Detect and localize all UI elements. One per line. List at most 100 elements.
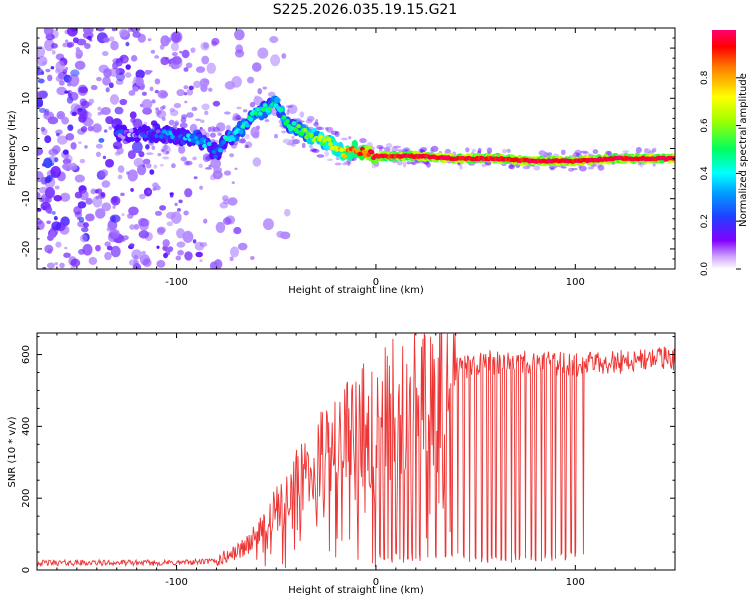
noise-blob (652, 162, 656, 167)
noise-blob (188, 85, 194, 91)
noise-blob (37, 192, 41, 200)
ridge-core (281, 114, 287, 120)
noise-blob (120, 192, 125, 197)
noise-blob (201, 55, 210, 65)
y-tick-label: -10 (21, 191, 32, 207)
noise-blob (110, 40, 119, 51)
noise-blob (257, 88, 263, 95)
spectrogram-y-label: Frequency (Hz) (7, 110, 18, 186)
ridge-core (218, 148, 223, 153)
noise-blob (88, 98, 95, 104)
noise-blob (44, 39, 55, 52)
noise-blob (66, 90, 70, 94)
noise-blob (334, 162, 342, 166)
noise-blob (121, 238, 126, 242)
noise-blob (170, 31, 181, 43)
noise-blob (103, 68, 112, 78)
noise-blob (359, 138, 367, 144)
noise-blob (154, 55, 160, 59)
noise-blob (67, 124, 74, 131)
noise-blob (234, 167, 238, 170)
noise-blob (64, 246, 68, 250)
noise-blob (65, 133, 75, 141)
noise-blob (44, 187, 56, 199)
noise-blob (160, 56, 170, 66)
noise-blob (171, 56, 182, 65)
noise-blob (165, 211, 176, 220)
noise-blob (561, 166, 567, 169)
noise-blob (578, 165, 587, 172)
noise-blob (157, 152, 162, 157)
noise-blob (183, 85, 189, 90)
noise-blob (135, 77, 141, 82)
noise-blob (67, 28, 78, 37)
noise-blob (104, 251, 112, 261)
ridge-core (262, 103, 268, 108)
noise-blob (82, 28, 94, 35)
noise-blob (105, 87, 110, 93)
noise-blob (79, 158, 86, 164)
noise-blob (135, 69, 145, 79)
noise-blob (184, 188, 193, 198)
noise-blob (77, 201, 87, 209)
noise-blob (55, 60, 65, 73)
noise-blob (169, 107, 175, 113)
noise-blob (79, 190, 89, 201)
noise-blob (85, 213, 95, 222)
noise-blob (179, 122, 188, 129)
noise-blob (282, 138, 291, 144)
noise-blob (96, 28, 105, 32)
noise-blob (244, 144, 249, 149)
noise-blob (168, 64, 173, 67)
noise-blob (224, 111, 231, 115)
noise-blob (42, 266, 47, 269)
noise-blob (209, 174, 217, 181)
y-tick-label: 400 (21, 417, 32, 436)
noise-blob (465, 147, 470, 153)
noise-blob (219, 202, 229, 209)
noise-blob (622, 150, 630, 154)
ridge-core (170, 134, 175, 140)
ridge-core (328, 141, 333, 147)
noise-blob (102, 76, 111, 86)
noise-blob (92, 195, 103, 208)
noise-blob (64, 39, 69, 43)
noise-blob (222, 217, 232, 226)
noise-blob (229, 256, 234, 262)
snr-y-label: SNR (10 * v/v) (7, 416, 18, 487)
noise-blob (192, 239, 197, 244)
colorbar-label: Normalized spectral amplitude (738, 73, 749, 227)
noise-blob (396, 160, 403, 166)
noise-blob (222, 148, 227, 153)
noise-blob (309, 144, 313, 149)
noise-blob (233, 226, 242, 235)
noise-blob (184, 251, 193, 261)
ridge-core (291, 121, 297, 126)
noise-blob (201, 103, 210, 111)
noise-blob (44, 176, 52, 184)
noise-blob (180, 117, 187, 124)
noise-blob (51, 221, 62, 231)
x-tick-label: -100 (165, 577, 188, 588)
x-tick-label: 100 (566, 577, 585, 588)
noise-blob (96, 188, 103, 195)
noise-blob (53, 215, 58, 221)
noise-blob (165, 150, 169, 155)
noise-blob (233, 141, 239, 146)
noise-blob (70, 266, 76, 269)
noise-blob (291, 135, 295, 139)
noise-blob (62, 42, 68, 48)
noise-blob (391, 146, 398, 153)
x-tick-label: -100 (165, 277, 188, 288)
noise-blob (210, 158, 222, 169)
ridge-core (296, 123, 301, 129)
noise-blob (54, 185, 60, 190)
noise-blob (174, 202, 178, 207)
noise-blob (103, 37, 110, 43)
noise-blob (150, 49, 156, 54)
noise-blob (97, 106, 102, 111)
noise-blob (43, 111, 55, 120)
noise-blob (127, 213, 134, 219)
noise-blob (73, 205, 82, 215)
